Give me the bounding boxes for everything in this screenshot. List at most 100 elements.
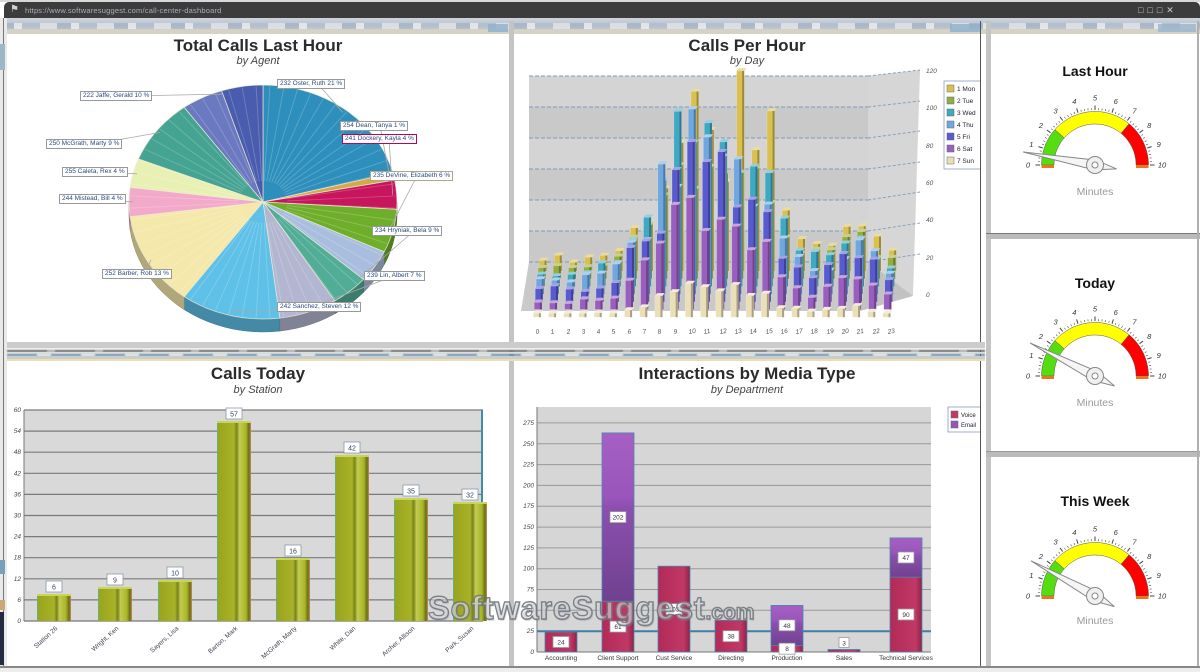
svg-text:202: 202: [613, 515, 624, 522]
svg-text:Minutes: Minutes: [1077, 615, 1114, 627]
svg-text:Today: Today: [1075, 275, 1115, 291]
svg-text:0: 0: [1026, 161, 1031, 170]
svg-text:32: 32: [466, 493, 474, 500]
svg-text:60: 60: [926, 180, 934, 187]
svg-text:Last Hour: Last Hour: [1062, 63, 1128, 79]
svg-text:15: 15: [765, 328, 774, 336]
svg-text:150: 150: [523, 524, 534, 531]
svg-text:6: 6: [1114, 97, 1119, 106]
svg-text:57: 57: [230, 412, 238, 419]
svg-text:2: 2: [1038, 121, 1044, 130]
svg-text:4: 4: [596, 328, 601, 336]
svg-text:75: 75: [527, 587, 535, 594]
svg-text:54: 54: [14, 428, 22, 435]
svg-text:7: 7: [1132, 106, 1137, 115]
svg-text:3: 3: [1054, 317, 1059, 326]
svg-text:19: 19: [826, 328, 835, 336]
svg-text:10: 10: [688, 328, 697, 336]
svg-text:0: 0: [1026, 372, 1031, 381]
svg-text:48: 48: [783, 623, 791, 630]
svg-text:225: 225: [522, 462, 534, 469]
svg-text:36: 36: [14, 491, 22, 498]
svg-text:8: 8: [657, 328, 662, 336]
svg-text:18: 18: [810, 328, 819, 336]
svg-text:Accounting: Accounting: [545, 655, 578, 662]
svg-text:42: 42: [348, 446, 356, 453]
svg-text:125: 125: [523, 545, 534, 552]
svg-text:2: 2: [565, 328, 571, 336]
svg-text:7: 7: [1132, 317, 1137, 326]
svg-text:38: 38: [727, 634, 735, 641]
svg-text:Technical Services: Technical Services: [879, 655, 934, 662]
svg-text:8: 8: [1147, 121, 1152, 130]
svg-text:275: 275: [522, 420, 534, 427]
svg-text:10: 10: [1158, 592, 1167, 601]
svg-text:120: 120: [926, 68, 937, 75]
svg-text:Cust Service: Cust Service: [656, 655, 693, 662]
svg-text:9: 9: [673, 328, 678, 336]
svg-text:4: 4: [1072, 528, 1076, 537]
svg-text:80: 80: [926, 143, 934, 150]
svg-text:10: 10: [1158, 372, 1167, 381]
svg-text:1: 1: [550, 328, 555, 336]
svg-text:4: 4: [1072, 97, 1076, 106]
svg-text:200: 200: [522, 482, 534, 489]
svg-text:9: 9: [1157, 351, 1162, 360]
svg-text:12: 12: [719, 328, 728, 336]
svg-text:Wright, Ken: Wright, Ken: [91, 625, 121, 653]
svg-text:10: 10: [1158, 161, 1167, 170]
svg-text:1: 1: [1029, 140, 1033, 149]
svg-text:Park, Susan: Park, Susan: [444, 625, 475, 654]
svg-text:8: 8: [785, 646, 789, 653]
svg-text:24: 24: [557, 640, 565, 647]
svg-text:Production: Production: [771, 655, 802, 662]
svg-text:6 Sat: 6 Sat: [957, 146, 972, 153]
svg-text:175: 175: [523, 503, 534, 510]
svg-text:9: 9: [1157, 571, 1162, 580]
svg-text:7 Sun: 7 Sun: [957, 158, 974, 165]
svg-text:0: 0: [1026, 592, 1031, 601]
svg-text:6: 6: [52, 585, 56, 592]
svg-text:20: 20: [925, 255, 934, 262]
svg-text:9: 9: [1157, 140, 1162, 149]
svg-text:Sayers, Lisa: Sayers, Lisa: [149, 625, 181, 654]
svg-text:100: 100: [926, 105, 937, 112]
svg-text:23: 23: [886, 328, 896, 336]
svg-text:2: 2: [1038, 552, 1044, 561]
svg-text:30: 30: [14, 513, 22, 520]
svg-text:16: 16: [780, 328, 789, 336]
svg-text:25: 25: [526, 628, 535, 635]
svg-text:3: 3: [1054, 537, 1059, 546]
svg-text:21: 21: [855, 328, 865, 336]
svg-text:0: 0: [530, 649, 534, 656]
svg-text:8: 8: [1147, 332, 1152, 341]
svg-text:12: 12: [14, 576, 22, 583]
svg-text:35: 35: [407, 489, 415, 496]
svg-text:6: 6: [1114, 528, 1119, 537]
svg-text:6: 6: [1114, 308, 1119, 317]
svg-text:McGrath, Marty: McGrath, Marty: [260, 625, 299, 661]
svg-text:5 Fri: 5 Fri: [957, 134, 970, 141]
svg-text:6: 6: [627, 328, 632, 336]
svg-text:42: 42: [14, 470, 22, 477]
svg-text:2: 2: [1038, 332, 1044, 341]
svg-text:7: 7: [1132, 537, 1137, 546]
svg-text:61: 61: [614, 624, 622, 631]
svg-text:9: 9: [113, 578, 117, 585]
svg-text:3: 3: [842, 641, 846, 648]
svg-text:Minutes: Minutes: [1077, 186, 1114, 198]
svg-text:4 Thu: 4 Thu: [957, 122, 974, 129]
svg-text:4: 4: [1072, 308, 1076, 317]
svg-text:1: 1: [1029, 351, 1033, 360]
svg-text:Barton, Mark: Barton, Mark: [207, 625, 240, 656]
svg-text:2 Tue: 2 Tue: [957, 98, 974, 105]
svg-text:18: 18: [14, 555, 22, 562]
svg-text:100: 100: [523, 566, 534, 573]
svg-text:47: 47: [902, 555, 910, 562]
svg-text:0: 0: [926, 292, 930, 299]
svg-text:3: 3: [1054, 106, 1059, 115]
svg-text:Minutes: Minutes: [1077, 397, 1114, 409]
svg-text:Station 26: Station 26: [33, 625, 60, 650]
svg-text:Voice: Voice: [961, 413, 976, 419]
svg-text:5: 5: [611, 328, 616, 336]
